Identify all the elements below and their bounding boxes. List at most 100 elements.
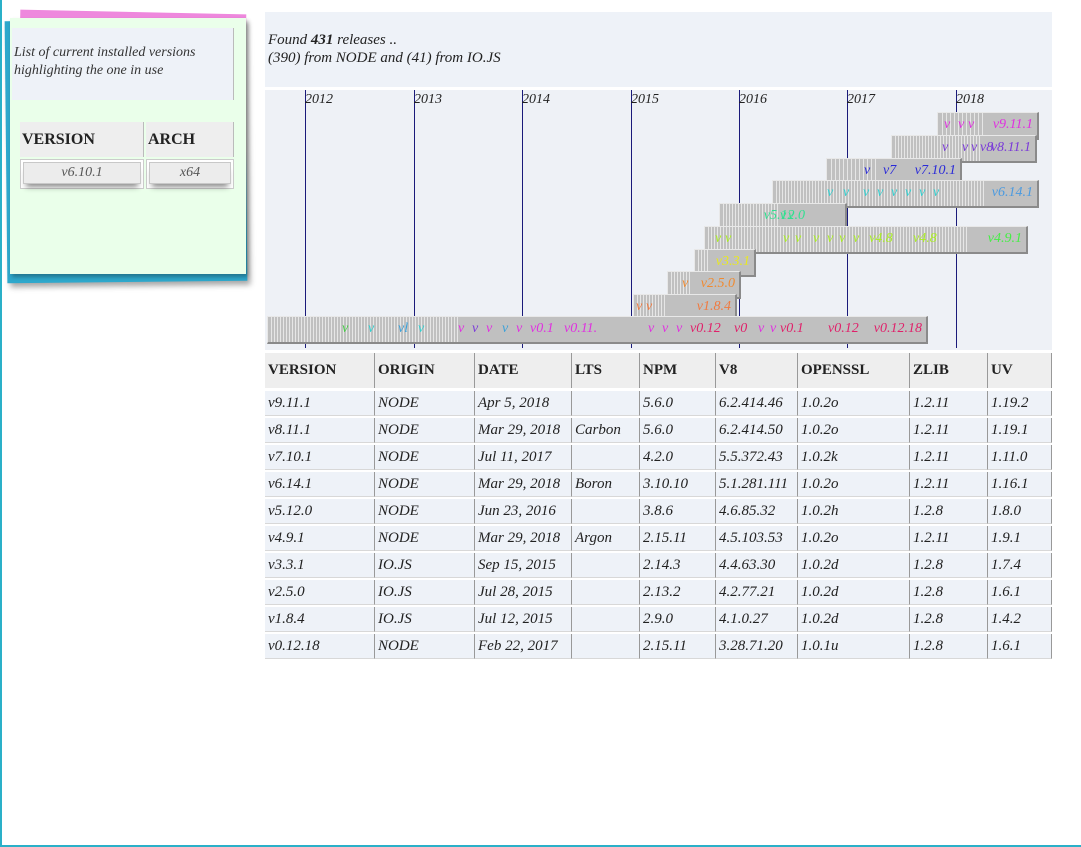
bar-tick bbox=[806, 181, 807, 206]
timeline-fragment-label: v4.8 bbox=[913, 231, 937, 246]
bar-tick bbox=[911, 181, 912, 206]
bar-tick bbox=[791, 181, 792, 206]
column-header-v8[interactable]: V8 bbox=[716, 353, 798, 388]
bar-tick bbox=[373, 317, 374, 342]
timeline-fragment-label: v bbox=[783, 231, 790, 246]
bar-tick bbox=[762, 204, 763, 229]
summary-prefix: Found bbox=[268, 32, 308, 48]
bar-tick bbox=[857, 181, 858, 206]
bar-tick bbox=[809, 181, 810, 206]
bar-tick bbox=[902, 181, 903, 206]
bar-tick bbox=[774, 227, 775, 252]
column-header-uv[interactable]: UV bbox=[988, 353, 1052, 388]
bar-tick bbox=[782, 181, 783, 206]
bar-tick bbox=[274, 317, 275, 342]
bar-tick bbox=[941, 181, 942, 206]
timeline-fragment-label: v bbox=[933, 185, 940, 200]
bar-tick bbox=[325, 317, 326, 342]
installed-version-header: VERSION bbox=[20, 122, 144, 157]
year-line-2018 bbox=[956, 90, 957, 348]
bar-tick bbox=[899, 181, 900, 206]
release-row[interactable]: v2.5.0 IO.JS Jul 28, 2015 2.13.2 4.2.77.21 1.… bbox=[265, 580, 1052, 606]
bar-tick bbox=[881, 181, 882, 206]
release-cell-origin: IO.JS bbox=[375, 553, 475, 578]
release-cell-zlib: 1.2.11 bbox=[910, 418, 988, 443]
release-cell-openssl: 1.0.1u bbox=[798, 634, 910, 659]
bar-tick bbox=[942, 113, 943, 138]
timeline-fragment-label: vl bbox=[398, 321, 409, 336]
bar-tick bbox=[801, 227, 802, 252]
bar-tick bbox=[894, 227, 895, 252]
bar-tick bbox=[959, 181, 960, 206]
timeline-fragment-label: v bbox=[458, 321, 465, 336]
timeline-fragment-label: v bbox=[864, 163, 871, 178]
timeline-fragment-label: v bbox=[636, 299, 643, 314]
column-header-npm[interactable]: NPM bbox=[640, 353, 716, 388]
release-cell-npm: 2.14.3 bbox=[640, 553, 716, 578]
release-cell-version: v8.11.1 bbox=[265, 418, 375, 443]
column-header-lts[interactable]: LTS bbox=[572, 353, 640, 388]
release-cell-origin: IO.JS bbox=[375, 580, 475, 605]
release-cell-zlib: 1.2.11 bbox=[910, 391, 988, 416]
release-bar-v4[interactable]: v v v v v v v v v4.8 v4.8 v4.9.1 bbox=[704, 226, 1028, 254]
bar-tick bbox=[816, 227, 817, 252]
release-cell-origin: NODE bbox=[375, 445, 475, 470]
bar-tick bbox=[658, 295, 659, 320]
release-cell-zlib: 1.2.8 bbox=[910, 580, 988, 605]
bar-tick bbox=[863, 159, 864, 184]
bar-tick bbox=[753, 227, 754, 252]
bar-tick bbox=[671, 272, 672, 297]
bar-tick bbox=[870, 227, 871, 252]
bar-tick bbox=[968, 181, 969, 206]
bar-tick bbox=[807, 227, 808, 252]
bar-tick bbox=[664, 295, 665, 320]
release-cell-v8: 5.5.372.43 bbox=[716, 445, 798, 470]
bar-tick bbox=[349, 317, 350, 342]
bar-tick bbox=[891, 227, 892, 252]
bar-tick bbox=[813, 227, 814, 252]
current-arch-button[interactable]: x64 bbox=[149, 162, 231, 184]
release-row[interactable]: v0.12.18 NODE Feb 22, 2017 2.15.11 3.28.71.2… bbox=[265, 634, 1052, 660]
release-cell-date: Mar 29, 2018 bbox=[475, 472, 572, 497]
bar-tick bbox=[400, 317, 401, 342]
release-row[interactable]: v5.12.0 NODE Jun 23, 2016 3.8.6 4.6.85.32 1.0… bbox=[265, 499, 1052, 525]
timeline-fragment-label: v bbox=[472, 321, 479, 336]
column-header-version[interactable]: VERSION bbox=[265, 353, 375, 388]
release-bar-v0[interactable]: v v vl v v v v v v v0.1 v0.11. v v v v0.12 v0 v v v0.1 v0.1… bbox=[267, 316, 928, 344]
bar-tick bbox=[652, 295, 653, 320]
bar-tick bbox=[741, 227, 742, 252]
bar-tick bbox=[867, 159, 868, 184]
column-header-date[interactable]: DATE bbox=[475, 353, 572, 388]
bar-tick bbox=[439, 317, 440, 342]
release-cell-openssl: 1.0.2o bbox=[798, 472, 910, 497]
release-row[interactable]: v4.9.1 NODE Mar 29, 2018 Argon 2.15.11 4.5.10… bbox=[265, 526, 1052, 552]
release-row[interactable]: v3.3.1 IO.JS Sep 15, 2015 2.14.3 4.4.63.30 1.… bbox=[265, 553, 1052, 579]
release-cell-npm: 2.15.11 bbox=[640, 634, 716, 659]
bar-tick bbox=[954, 227, 955, 252]
column-header-origin[interactable]: ORIGIN bbox=[375, 353, 475, 388]
timeline-version-label: v3.3.1 bbox=[715, 254, 750, 269]
bar-tick bbox=[442, 317, 443, 342]
release-row[interactable]: v6.14.1 NODE Mar 29, 2018 Boron 3.10.10 5.1.2… bbox=[265, 472, 1052, 498]
bar-tick bbox=[322, 317, 323, 342]
summary-line2: (390) from NODE and (41) from IO.JS bbox=[268, 50, 501, 66]
release-row[interactable]: v7.10.1 NODE Jul 11, 2017 4.2.0 5.5.372.43 1.… bbox=[265, 445, 1052, 471]
bar-tick bbox=[955, 136, 956, 161]
timeline-fragment-label: v bbox=[919, 185, 926, 200]
bar-tick bbox=[786, 227, 787, 252]
timeline-version-label: v5.12.0 bbox=[763, 208, 805, 223]
release-cell-date: Mar 29, 2018 bbox=[475, 418, 572, 443]
timeline-fragment-label: v bbox=[891, 185, 898, 200]
column-header-zlib[interactable]: ZLIB bbox=[910, 353, 988, 388]
column-header-openssl[interactable]: OPENSSL bbox=[798, 353, 910, 388]
release-row[interactable]: v9.11.1 NODE Apr 5, 2018 5.6.0 6.2.414.46 1.0… bbox=[265, 391, 1052, 417]
release-row[interactable]: v8.11.1 NODE Mar 29, 2018 Carbon 5.6.0 6.2.41… bbox=[265, 418, 1052, 444]
current-version-button[interactable]: v6.10.1 bbox=[23, 162, 141, 184]
release-cell-zlib: 1.2.8 bbox=[910, 607, 988, 632]
release-cell-version: v4.9.1 bbox=[265, 526, 375, 551]
release-cell-lts bbox=[572, 445, 640, 470]
release-cell-date: Jun 23, 2016 bbox=[475, 499, 572, 524]
release-row[interactable]: v1.8.4 IO.JS Jul 12, 2015 2.9.0 4.1.0.27 1.0.… bbox=[265, 607, 1052, 633]
timeline-fragment-label: v0.12 bbox=[828, 321, 859, 336]
bar-tick bbox=[824, 181, 825, 206]
